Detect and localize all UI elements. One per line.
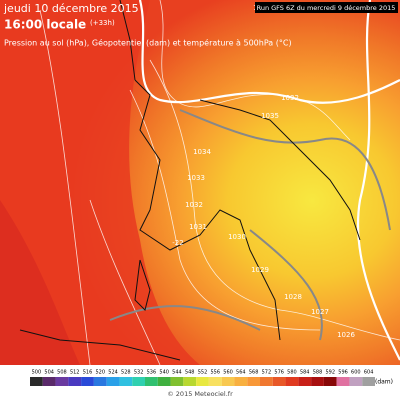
legend-value: 524 — [108, 370, 118, 376]
legend-value: 508 — [57, 370, 67, 376]
legend-value: 532 — [134, 370, 144, 376]
legend-value: 536 — [147, 370, 157, 376]
legend-swatch — [260, 377, 273, 386]
legend-value: 552 — [198, 370, 208, 376]
legend-value: 584 — [300, 370, 310, 376]
isobar-label: 1027 — [311, 308, 329, 316]
legend-value: 588 — [313, 370, 323, 376]
legend-value: 600 — [351, 370, 361, 376]
legend-value: 540 — [159, 370, 169, 376]
isobar-label: 1028 — [284, 293, 302, 301]
legend-value: 556 — [211, 370, 221, 376]
isobar-label: 1031 — [189, 223, 207, 231]
date: jeudi 10 décembre 2015 — [3, 2, 139, 15]
legend-swatch — [298, 377, 312, 386]
cold-zone — [0, 0, 200, 365]
legend-swatch — [196, 377, 209, 386]
legend-swatch — [132, 377, 145, 386]
legend-value: 528 — [121, 370, 131, 376]
legend-value: 512 — [70, 370, 80, 376]
legend-swatch — [247, 377, 260, 386]
isobar-label: 1030 — [228, 233, 246, 241]
legend-swatch — [349, 377, 363, 386]
temperature-isotherm — [109, 109, 391, 341]
legend-swatch — [362, 377, 375, 386]
legend-swatch — [336, 377, 350, 386]
legend-swatch — [311, 377, 324, 386]
geopotential-lines — [138, 0, 400, 361]
legend-swatch — [234, 377, 248, 386]
legend-value: 572 — [262, 370, 272, 376]
legend-value: 560 — [223, 370, 233, 376]
legend-value: 596 — [338, 370, 348, 376]
isobar-label: 1033 — [187, 174, 205, 182]
legend-value: 520 — [96, 370, 106, 376]
legend-swatch — [272, 377, 286, 386]
legend-swatch — [93, 377, 107, 386]
legend-value: 604 — [364, 370, 374, 376]
isobars — [39, 0, 400, 366]
legend-swatch — [183, 377, 197, 386]
coastlines — [19, 0, 361, 361]
legend-value: 504 — [44, 370, 54, 376]
copyright: © 2015 Meteociel.fr — [167, 390, 233, 398]
run-box — [255, 2, 398, 13]
legend-swatch — [55, 377, 69, 386]
legend-unit: (dam) — [375, 379, 393, 386]
isobar-label: 1026 — [337, 331, 355, 339]
legend-swatch — [157, 377, 171, 386]
legend-value: 564 — [236, 370, 246, 376]
legend-swatch — [42, 377, 56, 386]
cold-zone — [0, 200, 80, 365]
legend-swatch — [285, 377, 299, 386]
time: 16:00 locale — [4, 18, 86, 32]
legend-value: 580 — [287, 370, 297, 376]
isobar-label: 1029 — [251, 266, 269, 274]
legend-swatch — [119, 377, 133, 386]
legend-value: 568 — [249, 370, 259, 376]
lead-time: (+33h) — [90, 19, 115, 27]
isobar-label: 1034 — [193, 148, 211, 156]
legend-value: 592 — [326, 370, 336, 376]
legend-swatch — [81, 377, 94, 386]
isobar-label: 1032 — [185, 201, 203, 209]
isobar-label: 1032 — [281, 94, 299, 102]
legend-value: 544 — [172, 370, 182, 376]
legend-swatch — [208, 377, 222, 386]
legend-value: 516 — [83, 370, 93, 376]
legend-swatch — [170, 377, 184, 386]
legend-swatch — [221, 377, 235, 386]
legend-value: 500 — [32, 370, 42, 376]
legend-swatch — [145, 377, 158, 386]
legend-swatch — [106, 377, 120, 386]
isobar-label: -22 — [172, 239, 183, 247]
legend-swatch — [323, 377, 337, 386]
run-info: Run GFS 6Z du mercredi 9 décembre 2015 — [257, 4, 396, 12]
legend-swatch — [30, 377, 43, 386]
legend-value: 576 — [274, 370, 284, 376]
description: Pression au sol (hPa), Géopotentiel (dam… — [4, 38, 292, 48]
isobar-label: 1035 — [261, 112, 279, 120]
legend-value: 548 — [185, 370, 195, 376]
legend-swatch — [68, 377, 82, 386]
